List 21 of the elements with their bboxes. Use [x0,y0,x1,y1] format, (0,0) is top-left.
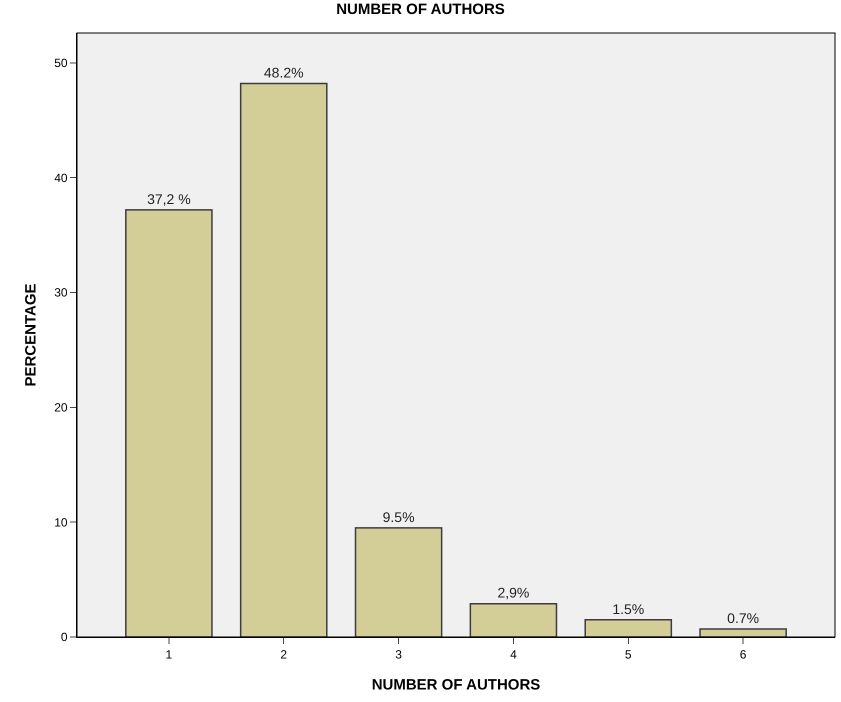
x-tick-label: 5 [624,647,632,662]
data-label: 0.7% [727,610,760,626]
y-tick-label: 0 [60,630,68,644]
data-label: 48.2% [264,64,304,81]
y-tick-label: 40 [54,170,68,185]
chart-title: NUMBER OF AUTHORS [336,1,505,18]
y-tick-label: 30 [54,286,68,300]
y-tick-label: 20 [54,400,68,415]
y-tick-label: 50 [54,56,68,70]
y-tick-label: 10 [54,515,68,530]
x-tick-label: 1 [166,647,173,662]
x-tick-label: 2 [280,647,288,662]
data-label: 9.5% [382,508,415,525]
data-label: 37,2 % [147,190,191,207]
x-tick-label: 3 [395,647,402,662]
x-tick-label: 6 [740,647,747,662]
data-label: 1.5% [612,600,644,617]
y-axis-title: PERCENTAGE [22,283,40,387]
x-tick-label: 4 [510,647,518,662]
data-label: 2,9% [497,584,530,601]
x-axis-title: NUMBER OF AUTHORS [372,676,540,694]
